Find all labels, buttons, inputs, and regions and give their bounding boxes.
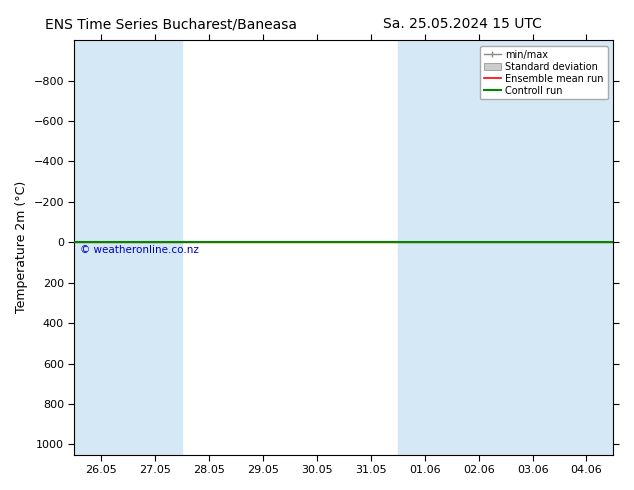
Bar — [128, 40, 182, 455]
Bar — [74, 40, 128, 455]
Bar — [398, 40, 452, 455]
Bar — [452, 40, 506, 455]
Legend: min/max, Standard deviation, Ensemble mean run, Controll run: min/max, Standard deviation, Ensemble me… — [480, 46, 607, 99]
Bar — [506, 40, 560, 455]
Text: Sa. 25.05.2024 15 UTC: Sa. 25.05.2024 15 UTC — [384, 17, 542, 31]
Text: ENS Time Series Bucharest/Baneasa: ENS Time Series Bucharest/Baneasa — [45, 17, 297, 31]
Text: © weatheronline.co.nz: © weatheronline.co.nz — [80, 245, 198, 255]
Y-axis label: Temperature 2m (°C): Temperature 2m (°C) — [15, 181, 28, 314]
Bar — [560, 40, 614, 455]
